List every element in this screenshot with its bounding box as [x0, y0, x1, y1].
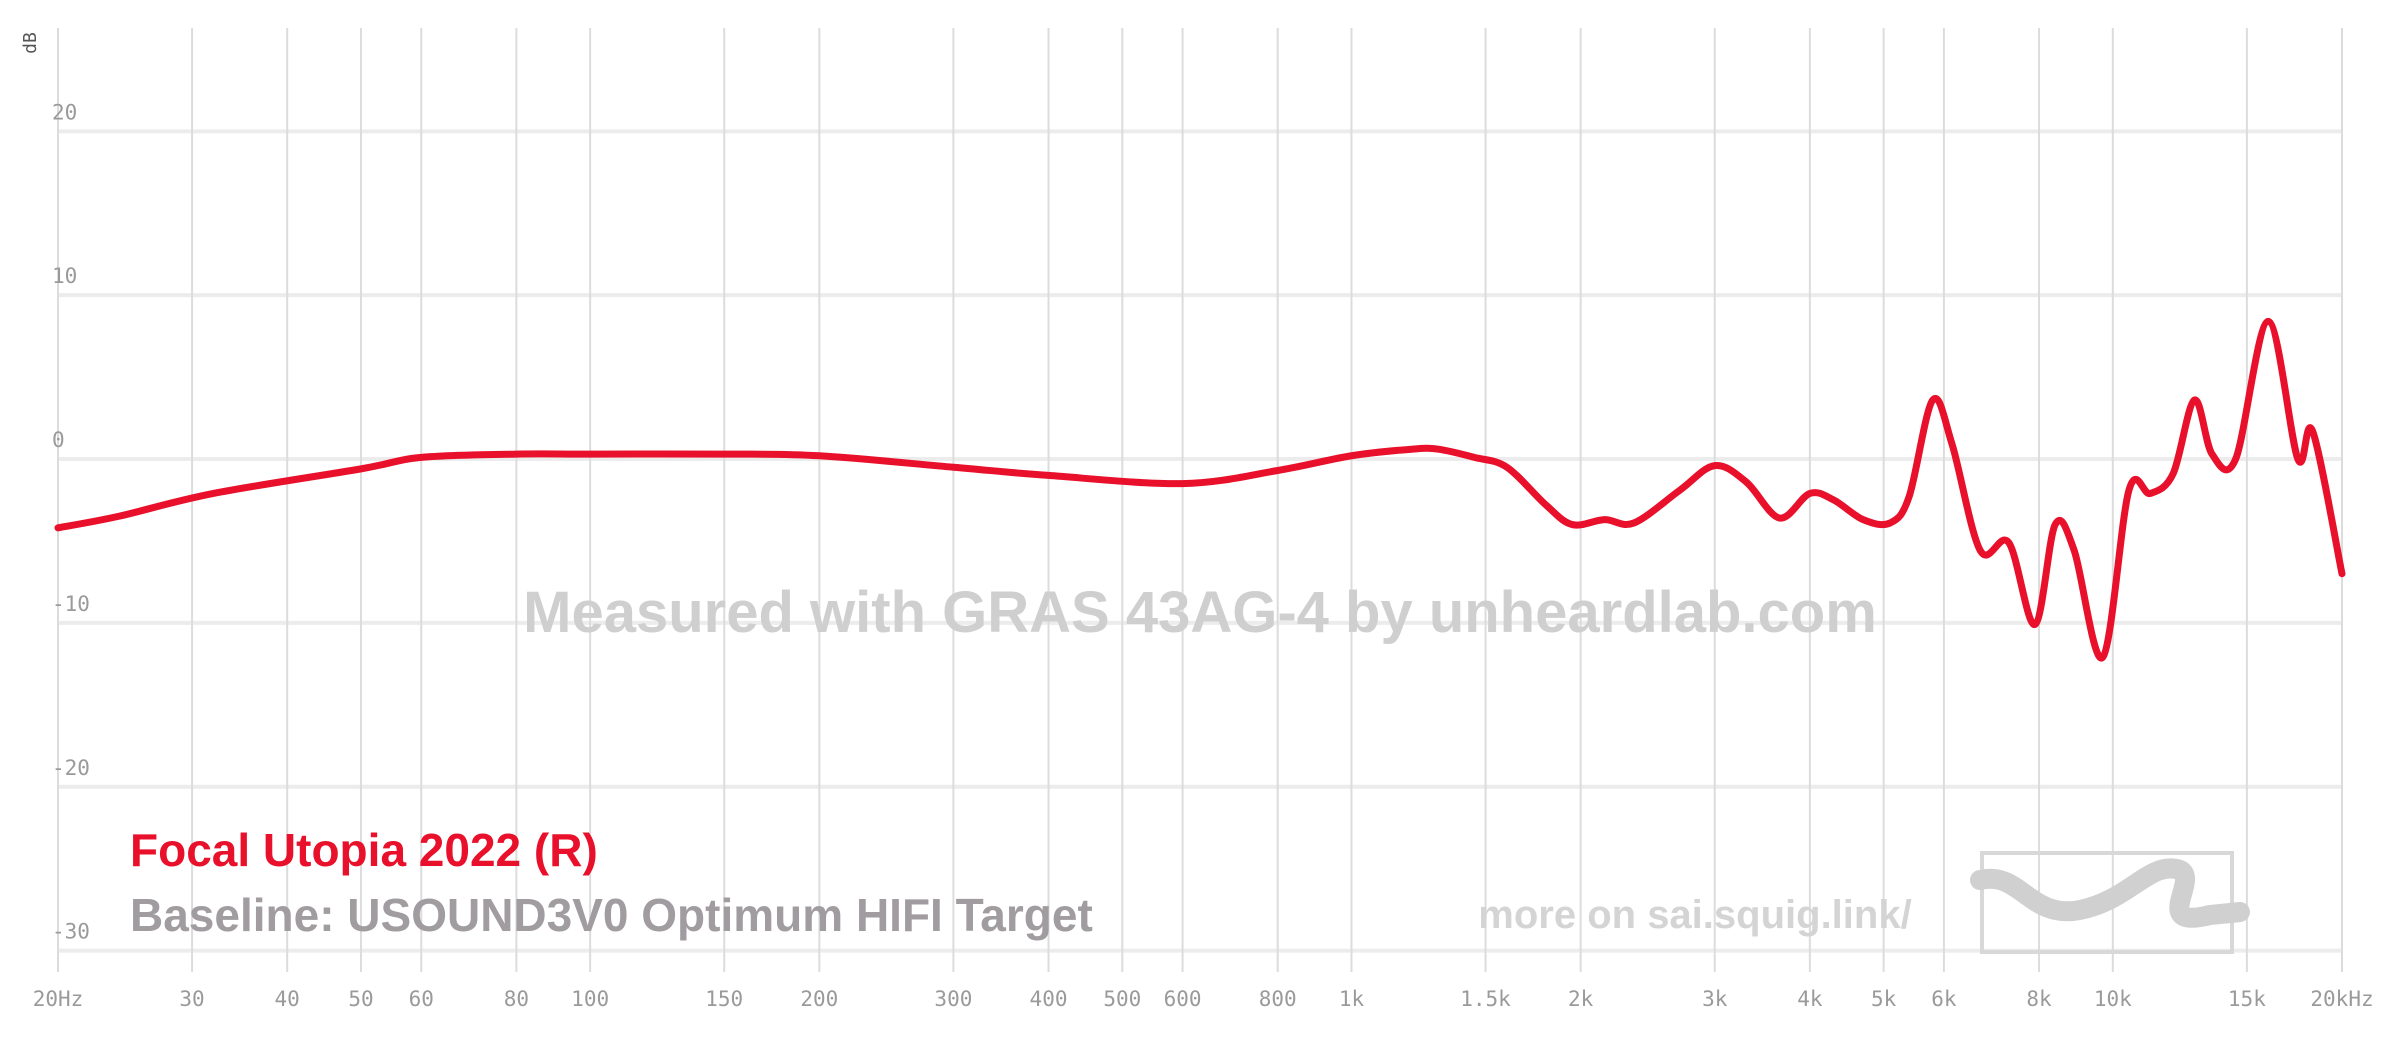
y-tick-label: -20 [52, 756, 90, 780]
logo [1970, 851, 2250, 954]
logo-squiggle [1970, 858, 2250, 928]
logo-box [1980, 851, 2234, 954]
x-tick-label: 2k [1568, 987, 1594, 1011]
x-tick-label: 1k [1339, 987, 1365, 1011]
series-line [54, 317, 2346, 662]
x-tick-label: 10k [2094, 987, 2132, 1011]
watermark: Measured with GRAS 43AG-4 by unheardlab.… [523, 580, 1877, 645]
legend-entry: Focal Utopia 2022 (R) [130, 824, 598, 876]
x-tick-label: 6k [1931, 987, 1957, 1011]
x-tick-label: 400 [1030, 987, 1068, 1011]
x-tick-label: 80 [504, 987, 529, 1011]
x-tick-label: 200 [800, 987, 838, 1011]
y-tick-label: -10 [52, 592, 90, 616]
y-tick-label: 20 [52, 100, 77, 124]
x-tick-label: 30 [179, 987, 204, 1011]
x-tick-label: 40 [275, 987, 300, 1011]
baseline-label: Baseline: USOUND3V0 Optimum HIFI Target [130, 889, 1093, 941]
link-text: more on sai.squig.link/ [1478, 893, 1911, 937]
x-tick-label: 150 [705, 987, 743, 1011]
x-tick-label: 4k [1797, 987, 1823, 1011]
x-tick-label: 60 [409, 987, 434, 1011]
x-tick-label: 100 [571, 987, 609, 1011]
x-tick-label: 3k [1702, 987, 1728, 1011]
x-tick-label: 15k [2228, 987, 2266, 1011]
x-tick-label: 300 [934, 987, 972, 1011]
y-tick-label: -30 [52, 920, 90, 944]
x-tick-label: 50 [348, 987, 373, 1011]
x-tick-label: 8k [2026, 987, 2052, 1011]
y-axis-label: dB [20, 32, 41, 54]
x-tick-label: 800 [1259, 987, 1297, 1011]
x-tick-label: 20Hz [33, 987, 84, 1011]
x-tick-label: 600 [1164, 987, 1202, 1011]
grid [57, 28, 2343, 972]
y-tick-label: 10 [52, 264, 77, 288]
x-tick-label: 500 [1103, 987, 1141, 1011]
y-tick-label: 0 [52, 428, 65, 452]
x-tick-label: 1.5k [1460, 987, 1511, 1011]
x-tick-label: 20kHz [2310, 987, 2373, 1011]
x-tick-label: 5k [1871, 987, 1897, 1011]
